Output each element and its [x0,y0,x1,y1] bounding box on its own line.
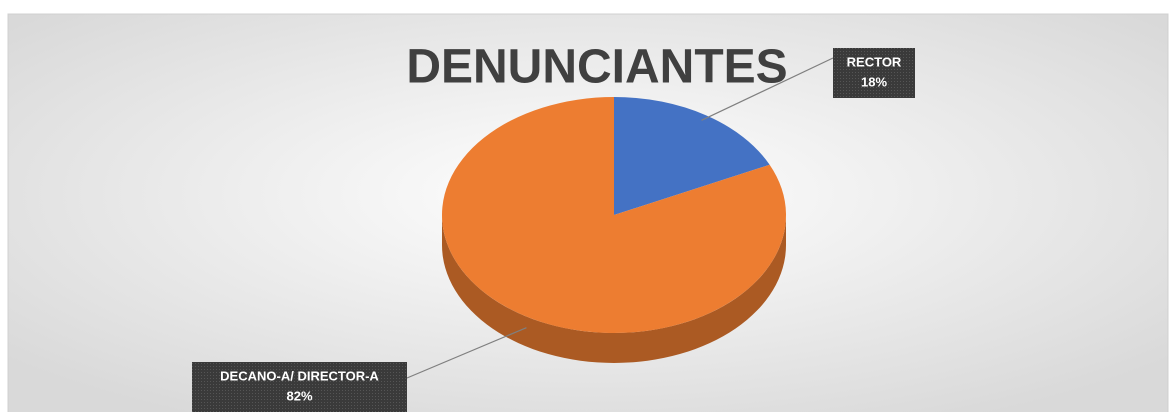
data-label-category: RECTOR [847,54,902,69]
leader-line [701,57,834,121]
data-label-value: 18% [861,74,887,89]
pie-slice [442,97,787,333]
data-label-value: 82% [286,388,312,403]
label-box [833,48,915,98]
label-box [192,362,407,412]
pie-side [442,215,786,363]
chart-title: DENUNCIANTES [406,41,787,94]
data-label-category: DECANO-A/ DIRECTOR-A [220,368,379,383]
leader-line [406,327,527,379]
pie-slice [614,97,770,215]
